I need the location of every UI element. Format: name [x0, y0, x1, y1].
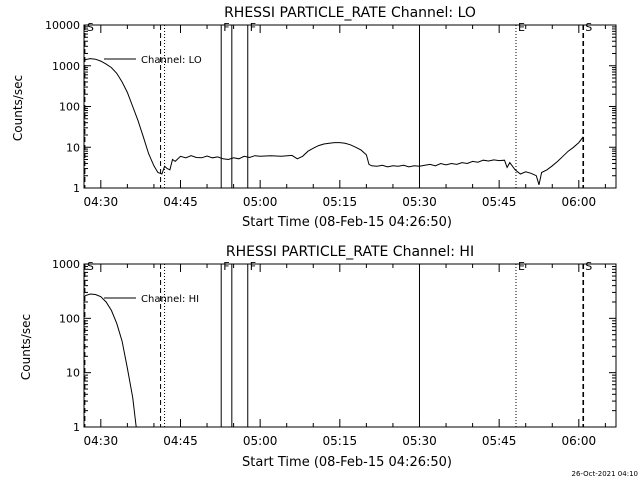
panel-lo-title: RHESSI PARTICLE_RATE Channel: LO [224, 5, 476, 21]
panel-hi-y-tick-label: 1000 [52, 258, 80, 271]
panel-lo-y-tick-label: 10 [66, 141, 80, 154]
panel-hi-frame [83, 263, 617, 428]
panel-hi-x-tick-label: 05:30 [402, 434, 437, 448]
panel-lo-y-tick-label: 100 [59, 101, 80, 114]
plot-layer: 1 10 100 1000 10000 04:30 04:45 05:00 05:15 05:30… [45, 19, 617, 448]
panel-hi-marker-label: S [87, 260, 94, 273]
panel-lo-legend-label: Channel: LO [141, 55, 202, 66]
panel-hi-xlabel: Start Time (08-Feb-15 04:26:50) [242, 455, 452, 470]
panel-hi-marker-label: F [250, 260, 256, 273]
panel-lo-y-tick-label: 10000 [45, 19, 80, 32]
panel-lo-marker-label: E [518, 21, 525, 34]
panel-lo-x-tick-label: 05:30 [402, 195, 437, 209]
panel-hi-y-tick-label: 100 [59, 312, 80, 325]
panel-hi-title: RHESSI PARTICLE_RATE Channel: HI [226, 244, 474, 260]
panel-hi-marker-label: S [585, 260, 592, 273]
panel-lo-x-tick-label: 05:45 [482, 195, 517, 209]
panel-lo-x-tick-label: 06:00 [562, 195, 597, 209]
footer-date: 26-Oct-2021 04:10 [572, 470, 638, 478]
panel-hi-ylabel: Counts/sec [19, 314, 33, 380]
panel-hi-x-tick-label: 04:30 [84, 434, 119, 448]
panel-lo-x-tick-label: 05:15 [323, 195, 358, 209]
panel-lo-x-tick-label: 04:45 [163, 195, 198, 209]
panel-hi-x-tick-label: 05:00 [243, 434, 278, 448]
panel-lo-y-tick-label: 1 [73, 182, 80, 195]
panel-hi-y-tick-label: 10 [66, 367, 80, 380]
panel-hi-x-tick-label: 05:15 [323, 434, 358, 448]
panel-lo-marker-label: S [87, 21, 94, 34]
panel-hi-x-tick-label: 05:45 [482, 434, 517, 448]
panel-lo-y-tick-label: 1000 [52, 60, 80, 73]
panel-lo-xlabel: Start Time (08-Feb-15 04:26:50) [242, 215, 452, 230]
panel-lo-x-tick-label: 05:00 [243, 195, 278, 209]
panel-hi-marker-label: E [518, 260, 525, 273]
panel-hi-x-tick-label: 06:00 [562, 434, 597, 448]
panel-lo-marker-label: S [585, 21, 592, 34]
panel-lo-x-tick-label: 04:30 [84, 195, 119, 209]
panel-hi-y-tick-label: 1 [73, 421, 80, 434]
panel-lo-marker-label: F [223, 21, 229, 34]
panel-hi-x-tick-label: 04:45 [163, 434, 198, 448]
panel-lo-ylabel: Counts/sec [11, 75, 25, 141]
panel-hi-legend-label: Channel: HI [141, 294, 199, 305]
panel-hi-marker-label: F [223, 260, 229, 273]
panel-lo-marker-label: F [250, 21, 256, 34]
panel-lo-series-line [84, 58, 584, 185]
panel-hi-series-line [84, 293, 137, 428]
